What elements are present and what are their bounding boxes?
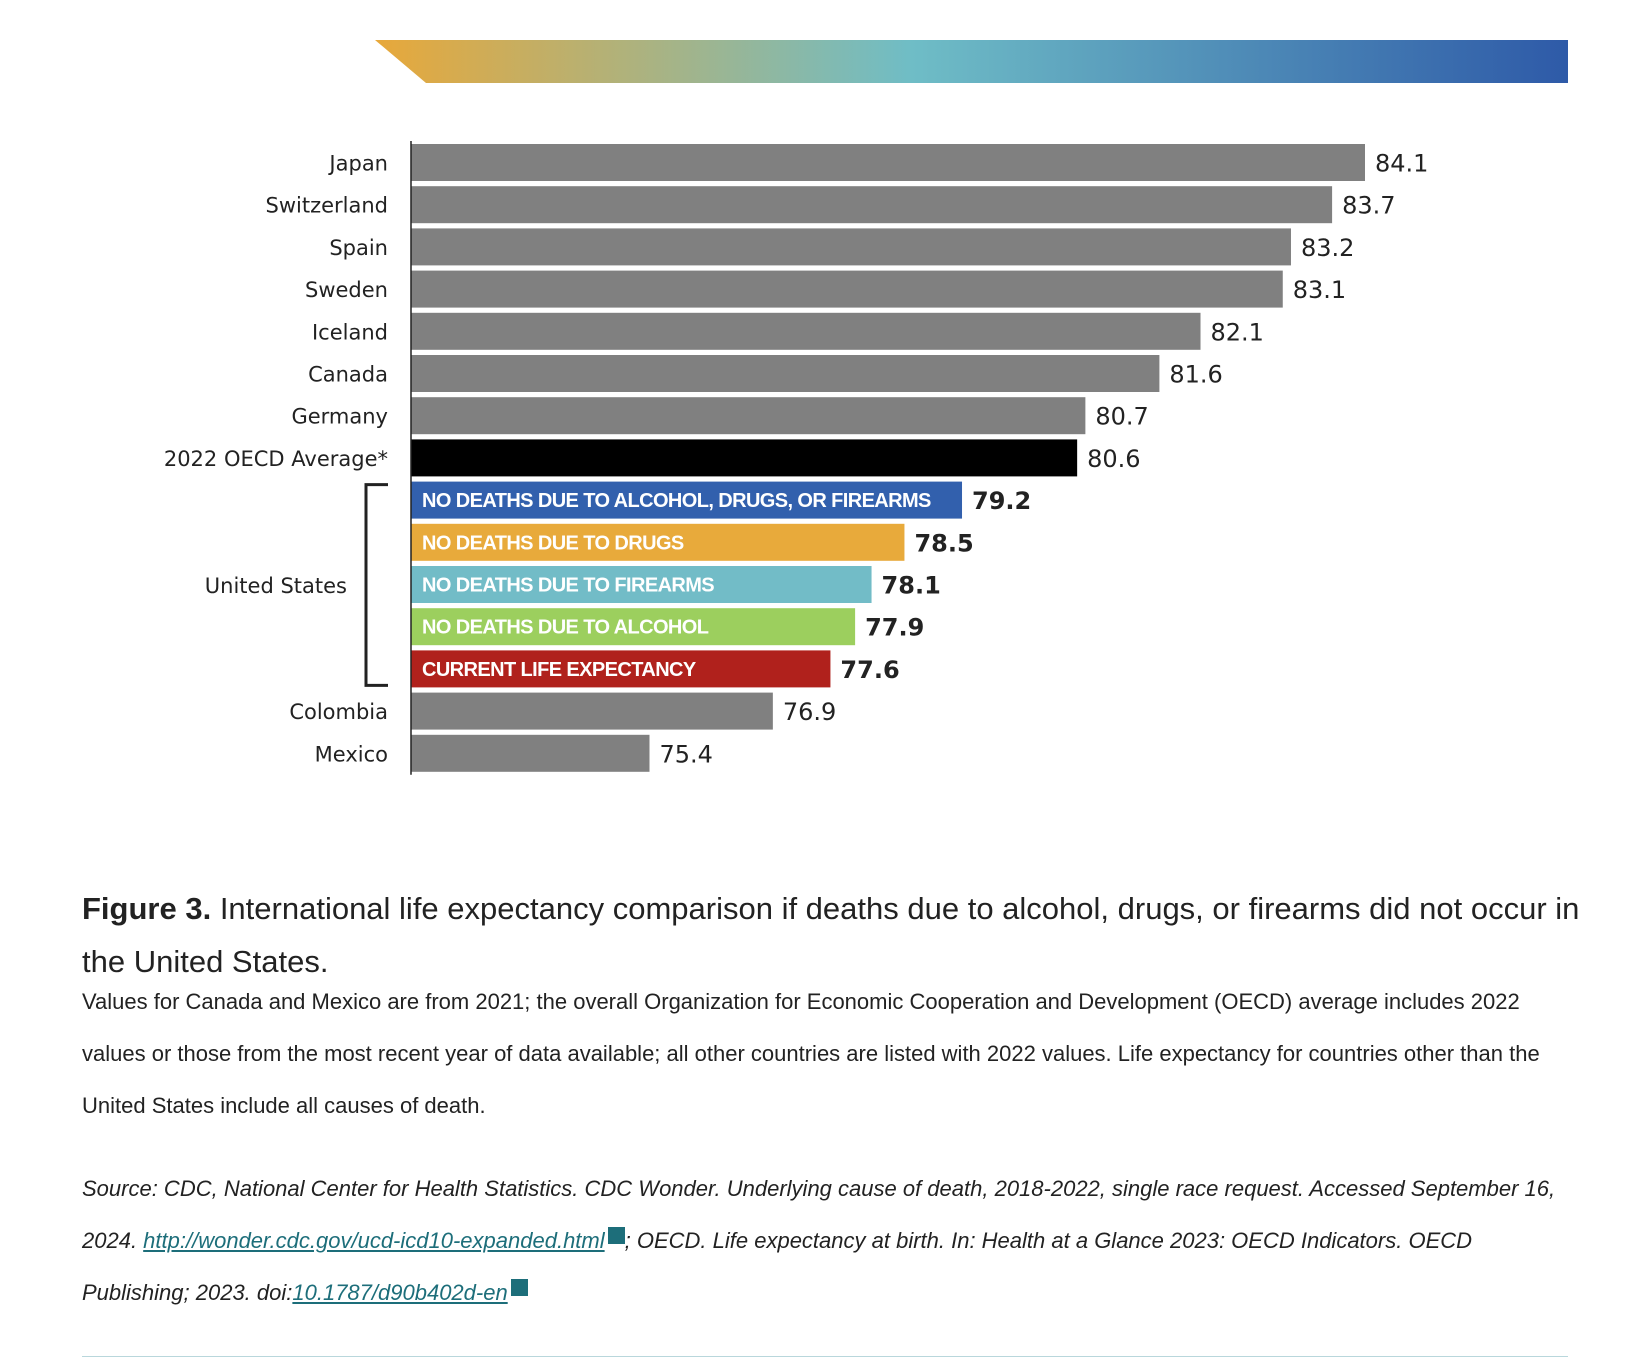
- category-label: Canada: [308, 363, 388, 387]
- category-label: Iceland: [312, 320, 388, 344]
- cdc-wonder-link[interactable]: http://wonder.cdc.gov/ucd-icd10-expanded…: [143, 1228, 605, 1253]
- value-label: 78.1: [882, 572, 941, 600]
- bar: [411, 439, 1078, 477]
- value-label: 75.4: [660, 740, 713, 768]
- value-label: 79.2: [972, 487, 1031, 515]
- external-link-icon[interactable]: [510, 1276, 528, 1328]
- source-text-1: Source: CDC, National Center for Health …: [82, 1176, 1556, 1253]
- group-label: United States: [205, 574, 347, 598]
- bar: [411, 397, 1086, 435]
- bar: [411, 523, 905, 561]
- value-label: 78.5: [914, 529, 973, 557]
- bar: [411, 144, 1365, 181]
- bar: [411, 312, 1201, 350]
- category-label: Japan: [327, 152, 388, 176]
- bottom-divider: [82, 1356, 1568, 1357]
- bar: [411, 608, 856, 646]
- doi-link[interactable]: 10.1787/d90b402d-en: [292, 1280, 508, 1305]
- bar-inside-label: NO DEATHS DUE TO DRUGS: [422, 532, 684, 554]
- bar-inside-label: NO DEATHS DUE TO ALCOHOL: [422, 617, 709, 639]
- source-text-2: ; OECD. Life expectancy at birth. In: He…: [82, 1228, 1473, 1305]
- value-label: 76.9: [783, 698, 836, 726]
- category-label: Spain: [329, 236, 388, 260]
- bar-inside-label: CURRENT LIFE EXPECTANCY: [422, 659, 697, 681]
- life-expectancy-chart: Japan 84.1 Switzerland 83.7 Spain 83.2 Sweden 8…: [164, 141, 1428, 775]
- figure-title: International life expectancy comparison…: [82, 891, 1580, 979]
- header-banner: [375, 40, 1568, 83]
- value-label: 83.2: [1301, 234, 1354, 262]
- figure-label: Figure 3.: [82, 891, 212, 926]
- value-label: 81.6: [1169, 361, 1222, 389]
- bar: [411, 270, 1283, 308]
- bar: [411, 186, 1333, 224]
- value-label: 82.1: [1211, 318, 1264, 346]
- category-label: Germany: [291, 405, 388, 429]
- bar-inside-label: NO DEATHS DUE TO FIREARMS: [422, 575, 714, 597]
- category-label: Switzerland: [266, 194, 389, 218]
- figure-note: Values for Canada and Mexico are from 20…: [82, 989, 1540, 1118]
- bar: [411, 228, 1291, 266]
- bar: [411, 734, 650, 772]
- value-label: 77.6: [840, 656, 899, 684]
- category-label: Sweden: [305, 278, 388, 302]
- category-label: Colombia: [289, 700, 388, 724]
- category-label: 2022 OECD Average*: [164, 447, 388, 471]
- external-link-icon[interactable]: [607, 1224, 625, 1276]
- bar: [411, 355, 1160, 392]
- bar: [411, 481, 963, 519]
- value-label: 77.9: [865, 614, 924, 642]
- bar: [411, 566, 872, 603]
- figure-source: Source: CDC, National Center for Health …: [82, 1163, 1582, 1328]
- bar: [411, 650, 831, 688]
- group-bracket: [364, 483, 388, 687]
- banner-gradient-stripe: [375, 40, 1568, 83]
- value-label: 84.1: [1375, 150, 1428, 178]
- category-label: Mexico: [315, 742, 388, 766]
- value-label: 80.7: [1095, 403, 1148, 431]
- value-label: 83.1: [1293, 276, 1346, 304]
- value-label: 80.6: [1087, 445, 1140, 473]
- figure-caption: Figure 3. International life expectancy …: [82, 882, 1582, 988]
- value-label: 83.7: [1342, 192, 1395, 220]
- bar-inside-label: NO DEATHS DUE TO ALCOHOL, DRUGS, OR FIRE…: [422, 490, 931, 512]
- bar: [411, 692, 773, 730]
